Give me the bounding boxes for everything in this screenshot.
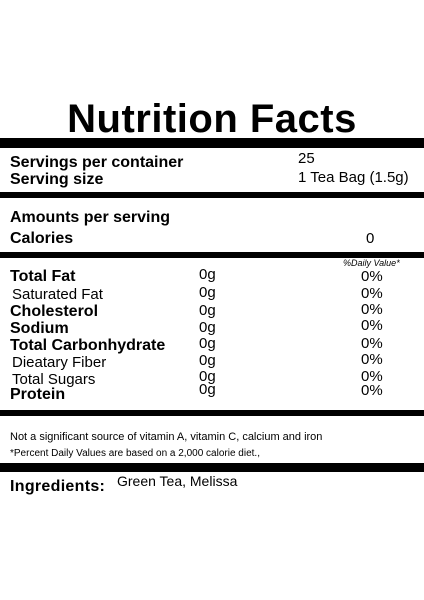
serving-size-value: 1 Tea Bag (1.5g)	[298, 169, 409, 186]
daily-values-footnote: *Percent Daily Values are based on a 2,0…	[10, 447, 260, 461]
nutrient-label-total-carbohydrate: Total Carbonhydrate	[10, 337, 165, 355]
ingredients-label: Ingredients:	[10, 478, 105, 496]
servings-per-container-label: Servings per container	[10, 154, 183, 172]
nutrient-label-dietary-fiber: Dieatary Fiber	[12, 354, 106, 371]
nutrient-dv-saturated-fat: 0%	[361, 285, 383, 302]
nutrient-amount-sodium: 0g	[199, 319, 216, 336]
nutrient-dv-total-carbohydrate: 0%	[361, 335, 383, 352]
nutrient-amount-total-fat: 0g	[199, 266, 216, 283]
nutrient-amount-protein: 0g	[199, 381, 216, 398]
nutrient-dv-protein: 0%	[361, 382, 383, 399]
nutrient-dv-total-fat: 0%	[361, 268, 383, 285]
nutrient-amount-total-carbohydrate: 0g	[199, 335, 216, 352]
nutrient-dv-cholesterol: 0%	[361, 301, 383, 318]
nutrient-amount-saturated-fat: 0g	[199, 284, 216, 301]
nutrient-dv-dietary-fiber: 0%	[361, 351, 383, 368]
calories-value: 0	[366, 230, 374, 247]
amounts-per-serving-header: Amounts per serving	[10, 209, 170, 227]
thick-divider-servings	[0, 192, 424, 198]
nutrient-amount-dietary-fiber: 0g	[199, 352, 216, 369]
thick-divider-bottom	[0, 463, 424, 472]
nutrient-label-protein: Protein	[10, 386, 65, 404]
nutrient-dv-sodium: 0%	[361, 317, 383, 334]
nutrient-amount-cholesterol: 0g	[199, 302, 216, 319]
nutrient-label-saturated-fat: Saturated Fat	[12, 286, 103, 303]
thick-divider-top	[0, 138, 424, 148]
thick-divider-nutrients	[0, 410, 424, 416]
calories-label: Calories	[10, 230, 73, 248]
vitamins-footnote: Not a significant source of vitamin A, v…	[10, 430, 322, 444]
daily-value-header: %Daily Value*	[343, 258, 400, 268]
page-title: Nutrition Facts	[0, 95, 424, 143]
nutrient-label-cholesterol: Cholesterol	[10, 303, 98, 321]
serving-size-label: Serving size	[10, 171, 103, 189]
servings-per-container-value: 25	[298, 150, 315, 167]
ingredients-value: Green Tea, Melissa	[117, 473, 237, 489]
nutrient-label-sodium: Sodium	[10, 320, 69, 338]
nutrient-label-total-fat: Total Fat	[10, 268, 75, 286]
